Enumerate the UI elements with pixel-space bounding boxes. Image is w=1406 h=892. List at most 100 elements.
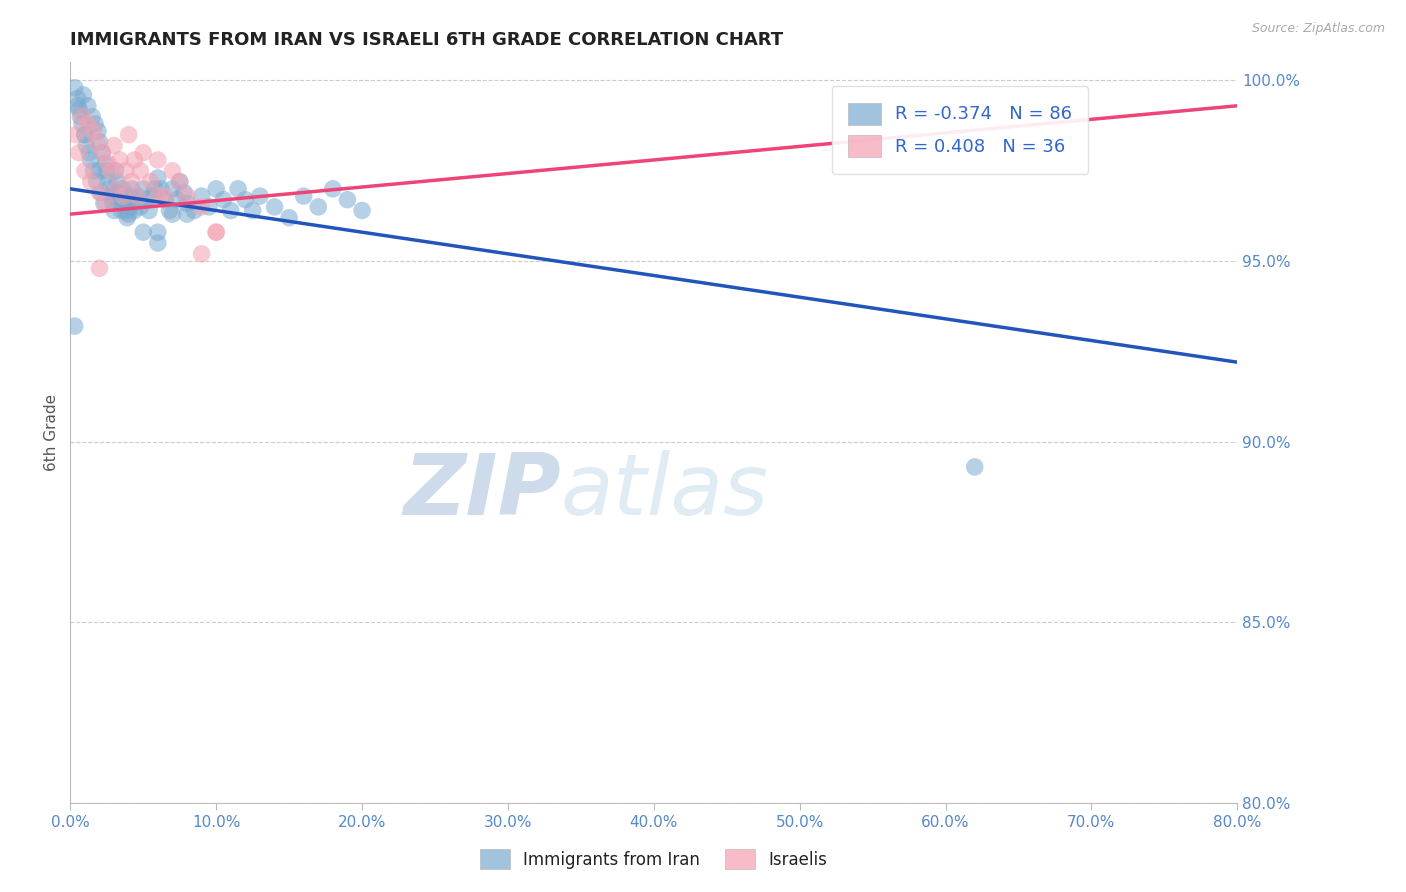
Point	[114, 203, 136, 218]
Point	[139, 175, 162, 189]
Point	[122, 193, 145, 207]
Point	[146, 225, 169, 239]
Point	[190, 189, 212, 203]
Point	[90, 186, 112, 200]
Point	[118, 128, 141, 142]
Point	[67, 103, 90, 117]
Point	[98, 182, 121, 196]
Point	[110, 203, 132, 218]
Point	[108, 153, 131, 167]
Point	[336, 193, 359, 207]
Point	[115, 211, 138, 225]
Point	[89, 163, 111, 178]
Point	[963, 459, 986, 474]
Point	[233, 193, 256, 207]
Point	[89, 186, 111, 200]
Text: atlas: atlas	[561, 450, 769, 533]
Point	[101, 196, 124, 211]
Point	[173, 186, 195, 200]
Point	[219, 203, 242, 218]
Point	[190, 247, 212, 261]
Point	[75, 138, 97, 153]
Point	[70, 117, 93, 131]
Point	[322, 182, 344, 196]
Point	[169, 175, 191, 189]
Point	[69, 110, 91, 124]
Point	[292, 189, 315, 203]
Point	[132, 182, 155, 196]
Point	[100, 163, 122, 178]
Y-axis label: 6th Grade: 6th Grade	[44, 394, 59, 471]
Point	[108, 196, 131, 211]
Point	[226, 182, 249, 196]
Point	[66, 91, 89, 105]
Point	[96, 163, 118, 178]
Point	[143, 182, 166, 196]
Point	[132, 145, 155, 160]
Point	[153, 189, 176, 203]
Point	[176, 207, 198, 221]
Point	[80, 175, 103, 189]
Point	[97, 175, 120, 189]
Point	[278, 211, 301, 225]
Text: IMMIGRANTS FROM IRAN VS ISRAELI 6TH GRADE CORRELATION CHART: IMMIGRANTS FROM IRAN VS ISRAELI 6TH GRAD…	[70, 31, 783, 49]
Point	[76, 99, 98, 113]
Point	[77, 145, 100, 160]
Point	[118, 207, 141, 221]
Point	[76, 117, 98, 131]
Point	[94, 196, 117, 211]
Point	[114, 163, 136, 178]
Point	[63, 80, 86, 95]
Point	[135, 193, 157, 207]
Point	[190, 200, 212, 214]
Point	[105, 182, 128, 196]
Point	[111, 182, 134, 196]
Point	[132, 225, 155, 239]
Point	[205, 225, 228, 239]
Point	[107, 186, 129, 200]
Text: Source: ZipAtlas.com: Source: ZipAtlas.com	[1251, 22, 1385, 36]
Point	[162, 163, 184, 178]
Point	[249, 189, 271, 203]
Point	[127, 189, 149, 203]
Point	[91, 145, 114, 160]
Point	[120, 200, 142, 214]
Point	[67, 145, 90, 160]
Point	[97, 156, 120, 170]
Point	[93, 196, 115, 211]
Point	[89, 261, 111, 276]
Point	[205, 182, 228, 196]
Point	[89, 135, 111, 149]
Point	[70, 110, 93, 124]
Point	[94, 156, 117, 170]
Point	[86, 175, 108, 189]
Point	[63, 319, 86, 334]
Point	[104, 163, 127, 178]
Point	[112, 193, 135, 207]
Point	[124, 153, 146, 167]
Point	[105, 175, 128, 189]
Point	[162, 182, 184, 196]
Point	[146, 153, 169, 167]
Point	[146, 171, 169, 186]
Point	[121, 182, 143, 196]
Point	[91, 145, 114, 160]
Point	[72, 87, 94, 102]
Point	[183, 203, 205, 218]
Point	[198, 200, 221, 214]
Point	[103, 138, 125, 153]
Point	[146, 235, 169, 250]
Point	[65, 128, 87, 142]
Point	[83, 124, 105, 138]
Point	[149, 182, 172, 196]
Point	[307, 200, 329, 214]
Point	[138, 203, 160, 218]
Legend: Immigrants from Iran, Israelis: Immigrants from Iran, Israelis	[474, 842, 834, 876]
Point	[83, 163, 105, 178]
Point	[121, 175, 143, 189]
Point	[176, 189, 198, 203]
Point	[111, 189, 134, 203]
Point	[242, 203, 264, 218]
Point	[169, 175, 191, 189]
Point	[141, 189, 163, 203]
